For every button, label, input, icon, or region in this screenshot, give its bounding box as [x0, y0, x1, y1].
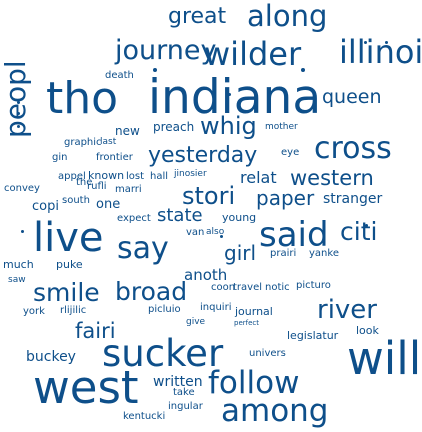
word-great: great	[168, 4, 227, 29]
cloud-dot	[301, 68, 305, 72]
word-inquiri: inquiri	[200, 302, 232, 313]
word-tho: tho	[46, 73, 119, 124]
word-among: among	[221, 393, 329, 429]
word-stori: stori	[182, 182, 236, 210]
cloud-dot	[220, 235, 223, 238]
word-young: young	[222, 211, 257, 224]
word-girl: girl	[224, 241, 257, 265]
cloud-dot	[17, 125, 20, 128]
word-along: along	[247, 0, 328, 33]
word-live: live	[33, 215, 104, 261]
word-south: south	[62, 195, 90, 206]
word-new: new	[115, 124, 140, 138]
cloud-dot	[21, 230, 24, 233]
word-marri: marri	[115, 184, 142, 195]
word-hall: hall	[150, 171, 169, 182]
word-journey: journey	[115, 35, 217, 66]
word-whig: whig	[200, 112, 257, 140]
word-travel: travel	[233, 282, 263, 293]
word-yanke: yanke	[309, 248, 339, 259]
word-preach: preach	[153, 120, 195, 134]
word-relat: relat	[240, 168, 277, 187]
word-expect: expect	[117, 213, 151, 224]
word-rlijilic: rlijilic	[60, 305, 87, 316]
word-say: say	[117, 231, 169, 266]
word-convey: convey	[4, 183, 40, 194]
word-notic: notic	[265, 282, 290, 293]
word-van: van	[186, 227, 205, 238]
word-indiana: indiana	[148, 70, 322, 125]
word-rufli: rufli	[87, 181, 107, 192]
word-citi: citi	[340, 217, 378, 246]
word-broad: broad	[115, 277, 188, 306]
word-picturo: picturo	[296, 280, 331, 291]
word-appel: appel	[58, 171, 86, 182]
word-state: state	[157, 205, 203, 226]
word-queen: queen	[322, 86, 382, 108]
word-known: known	[88, 169, 125, 182]
word-said: said	[259, 215, 329, 255]
word-one: one	[96, 197, 121, 212]
cloud-dot	[364, 41, 367, 44]
word-river: river	[317, 295, 377, 325]
word-ingular: ingular	[168, 401, 203, 412]
cloud-dot	[17, 101, 20, 104]
word-give: give	[186, 317, 206, 327]
word-gin: gin	[52, 152, 68, 163]
word-wilder: wilder	[204, 35, 302, 73]
word-york: york	[23, 306, 45, 317]
word-jinosier: jinosier	[174, 169, 207, 179]
word-buckey: buckey	[26, 349, 76, 365]
cloud-dot	[365, 224, 368, 227]
word-fairi: fairi	[75, 319, 116, 343]
word-last: last	[100, 137, 117, 147]
word-graphic: graphic	[64, 137, 102, 148]
cloud-dot	[228, 93, 231, 96]
word-death: death	[105, 70, 134, 81]
word-eye: eye	[281, 147, 300, 158]
word-saw: saw	[8, 275, 26, 285]
word-prairi: prairi	[270, 248, 297, 259]
word-kentucki: kentucki	[123, 411, 166, 422]
cloud-dot	[288, 228, 291, 231]
word-frontier: frontier	[96, 152, 133, 163]
word-paper: paper	[256, 186, 315, 210]
cloud-dot	[385, 41, 388, 44]
word-will: will	[347, 332, 422, 385]
word-mother: mother	[265, 122, 298, 132]
word-peopl: peopl	[0, 60, 32, 138]
word-copi: copi	[32, 199, 59, 214]
word-legislatur: legislatur	[287, 329, 339, 342]
word-look: look	[356, 324, 379, 337]
word-written: written	[153, 374, 203, 390]
word-the: the	[76, 177, 93, 188]
word-picluio: picluio	[148, 304, 181, 315]
word-lost: lost	[126, 171, 145, 182]
word-sucker: sucker	[102, 332, 224, 375]
word-western: western	[290, 166, 374, 190]
word-puke: puke	[56, 258, 83, 271]
word-illinoi: illinoi	[339, 33, 422, 71]
word-cross: cross	[314, 131, 392, 166]
word-also: also	[206, 227, 225, 237]
word-coon: coon	[211, 282, 236, 293]
word-perfect: perfect	[234, 319, 259, 327]
word-take: take	[173, 387, 195, 398]
word-univers: univers	[249, 348, 286, 359]
cloud-dot	[153, 68, 157, 72]
word-follow: follow	[208, 365, 300, 401]
word-west: west	[33, 361, 139, 414]
word-anoth: anoth	[184, 266, 228, 284]
word-smile: smile	[33, 278, 100, 307]
word-much: much	[3, 258, 34, 271]
word-stranger: stranger	[323, 191, 383, 207]
word-yesterday: yesterday	[148, 143, 258, 168]
word-journal: journal	[235, 305, 273, 318]
cloud-dot	[17, 112, 20, 115]
